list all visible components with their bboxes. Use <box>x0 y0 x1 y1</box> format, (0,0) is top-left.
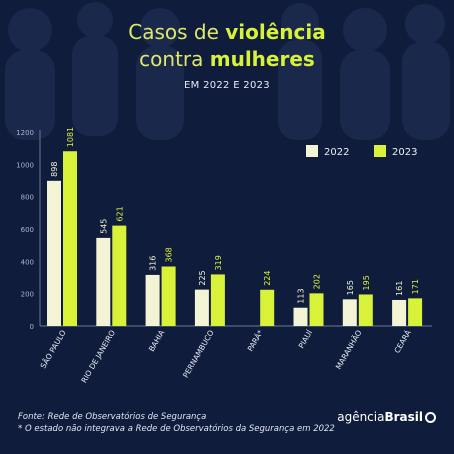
x-tick-label: PIAUÍ <box>297 329 315 350</box>
data-label-2023: 621 <box>115 206 124 221</box>
y-tick-label: 0 <box>30 323 34 331</box>
x-tick-label: CEARÁ <box>392 328 413 355</box>
logo-mark-icon <box>425 411 436 423</box>
legend-swatch-2022 <box>306 145 318 157</box>
bar-2022 <box>392 299 407 326</box>
data-label-2022: 225 <box>198 270 207 285</box>
data-label-2022: 161 <box>395 281 404 296</box>
background-crowd-silhouettes <box>5 2 450 140</box>
y-tick-label: 800 <box>21 194 34 202</box>
bar-2022 <box>194 289 209 326</box>
bar-2023 <box>210 274 225 326</box>
x-tick-label: MARANHÃO <box>334 328 364 371</box>
title-bold-text: mulheres <box>209 47 315 71</box>
x-tick-label: BAHIA <box>147 328 167 353</box>
y-tick-label: 1200 <box>16 129 34 137</box>
page-title-line-2: contra mulheres <box>0 47 454 71</box>
bar-2023 <box>408 298 423 326</box>
data-label-2023: 202 <box>313 274 322 289</box>
data-label-2023: 1081 <box>66 127 75 147</box>
bar-2023 <box>260 289 275 326</box>
y-tick-label: 200 <box>21 291 34 299</box>
y-tick-label: 600 <box>21 226 34 234</box>
bar-2023 <box>161 266 176 326</box>
title-light-text: Casos de <box>128 20 226 44</box>
bar-2023 <box>309 293 324 326</box>
data-label-2023: 224 <box>263 271 272 286</box>
page-title-line-1: Casos de violência <box>0 20 454 44</box>
bar-2023 <box>112 225 127 326</box>
bar-2022 <box>96 237 111 326</box>
y-tick-label: 1000 <box>16 161 34 169</box>
source-note: Fonte: Rede de Observatórios de Seguranç… <box>18 412 207 422</box>
data-label-2022: 165 <box>346 280 355 295</box>
bar-2022 <box>342 299 357 326</box>
x-tick-label: PARÁ* <box>246 328 265 353</box>
x-tick-label: RIO DE JANEIRO <box>79 328 117 384</box>
bar-2022 <box>293 307 308 326</box>
data-label-2023: 368 <box>165 247 174 262</box>
x-tick-label: PERNAMBUCO <box>181 328 216 379</box>
title-bold-text: violência <box>225 20 326 44</box>
footnote: * O estado não integrava a Rede de Obser… <box>18 424 335 434</box>
data-label-2023: 319 <box>214 255 223 270</box>
bar-2022 <box>47 180 61 326</box>
bar-2022 <box>145 274 160 326</box>
data-label-2022: 316 <box>149 256 158 271</box>
subtitle: EM 2022 E 2023 <box>184 80 270 91</box>
bar-chart: 0 200 400 600 800 1000 1200 898 1081 SÃO PAULO 545… <box>16 127 432 385</box>
legend-label-2023: 2023 <box>392 147 417 158</box>
legend-swatch-2023 <box>374 145 386 157</box>
data-label-2022: 545 <box>99 219 108 234</box>
data-label-2023: 195 <box>362 275 371 290</box>
data-label-2023: 171 <box>411 279 420 294</box>
bar-2023 <box>63 151 77 326</box>
data-label-2022: 113 <box>297 288 306 303</box>
y-tick-label: 400 <box>21 258 34 266</box>
title-light-text: contra <box>139 47 210 71</box>
logo-light-text: agência <box>337 410 385 424</box>
agencia-brasil-logo: agência Brasil <box>337 410 436 424</box>
data-label-2022: 898 <box>50 162 59 177</box>
logo-bold-text: Brasil <box>384 410 423 424</box>
bar-2023 <box>358 294 373 326</box>
legend-label-2022: 2022 <box>324 147 349 158</box>
x-tick-label: SÃO PAULO <box>39 328 68 370</box>
